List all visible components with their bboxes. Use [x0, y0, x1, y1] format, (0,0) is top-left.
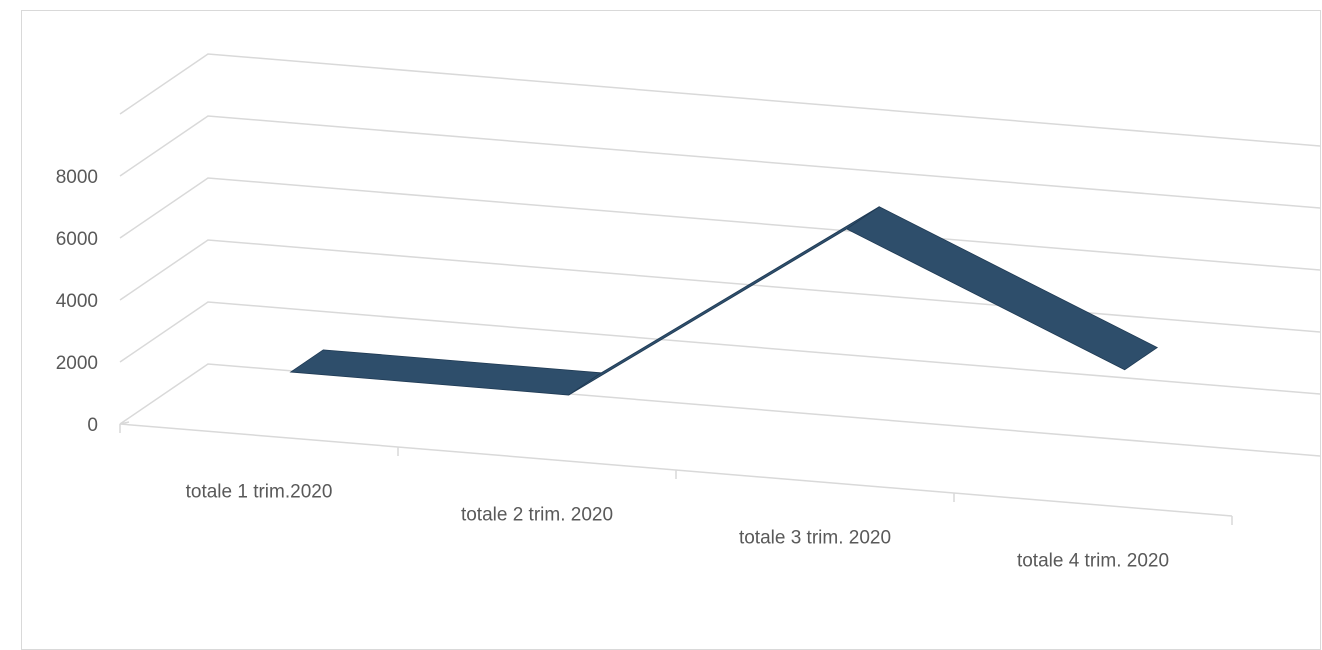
gridline-3	[120, 178, 1320, 270]
y-tick-label-3: 6000	[56, 229, 98, 250]
gridline-2	[120, 240, 1320, 332]
series-0-segment-1	[569, 207, 880, 395]
y-tick-label-1: 2000	[56, 353, 98, 374]
category-label-2: totale 3 trim. 2020	[739, 528, 891, 549]
series-0-segment-2	[847, 207, 1158, 370]
series-0-segment-0	[291, 350, 602, 395]
y-tick-label-0: 0	[87, 415, 98, 436]
y-tick-label-2: 4000	[56, 291, 98, 312]
gridline-5	[120, 54, 1320, 146]
gridline-4	[120, 116, 1320, 208]
category-label-1: totale 2 trim. 2020	[461, 505, 613, 526]
gridline-0	[120, 364, 1320, 456]
y-tick-label-4: 8000	[56, 167, 98, 188]
category-label-3: totale 4 trim. 2020	[1017, 551, 1169, 572]
category-label-0: totale 1 trim.2020	[186, 482, 333, 503]
